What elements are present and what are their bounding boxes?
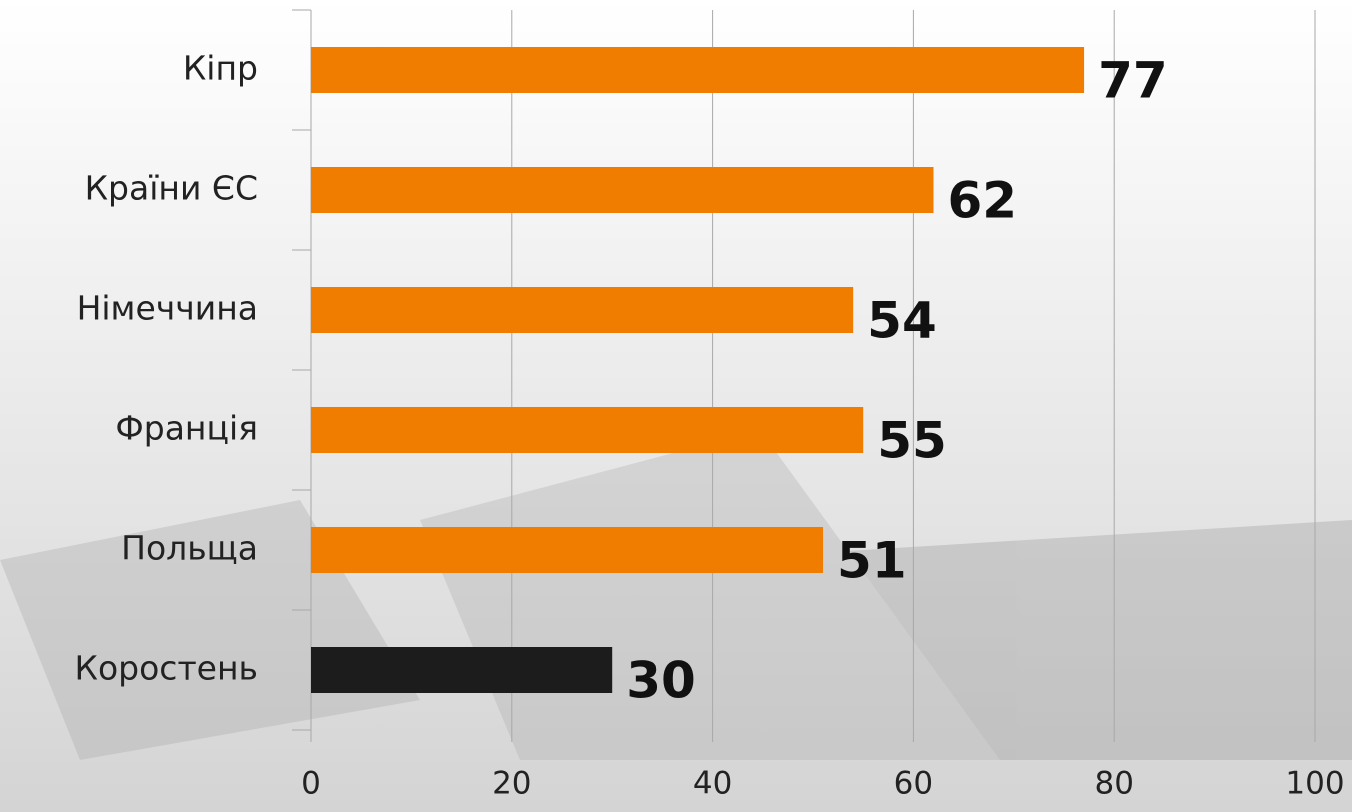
bar: [311, 527, 823, 573]
x-tick-label: 40: [693, 766, 732, 802]
value-label: 54: [867, 292, 937, 350]
y-tick-label: Коростень: [75, 649, 258, 688]
x-tick-label: 100: [1285, 766, 1344, 802]
value-label: 77: [1098, 52, 1168, 110]
y-tick-label: Франція: [115, 409, 258, 448]
value-label: 55: [877, 412, 947, 470]
chart: 0 20 40 60 80 100 Кіпр 77 Країни ЄС 62 Німеччина 54…: [0, 0, 1352, 812]
x-tick-label: 0: [301, 766, 321, 802]
y-tick-label: Німеччина: [77, 289, 258, 328]
x-tick-label: 60: [894, 766, 933, 802]
bar: [311, 287, 853, 333]
y-tick-label: Країни ЄС: [85, 169, 258, 208]
bar: [311, 47, 1084, 93]
bar: [311, 647, 612, 693]
y-tick-label: Польща: [121, 529, 258, 568]
x-tick-label: 80: [1094, 766, 1133, 802]
value-label: 51: [837, 532, 907, 590]
x-tick-label: 20: [492, 766, 531, 802]
bar: [311, 167, 933, 213]
value-label: 62: [947, 172, 1017, 230]
y-tick-label: Кіпр: [183, 49, 258, 88]
bar: [311, 407, 863, 453]
value-label: 30: [626, 652, 696, 710]
page: {"chart_data": {"type": "hbar", "categor…: [0, 0, 1352, 812]
